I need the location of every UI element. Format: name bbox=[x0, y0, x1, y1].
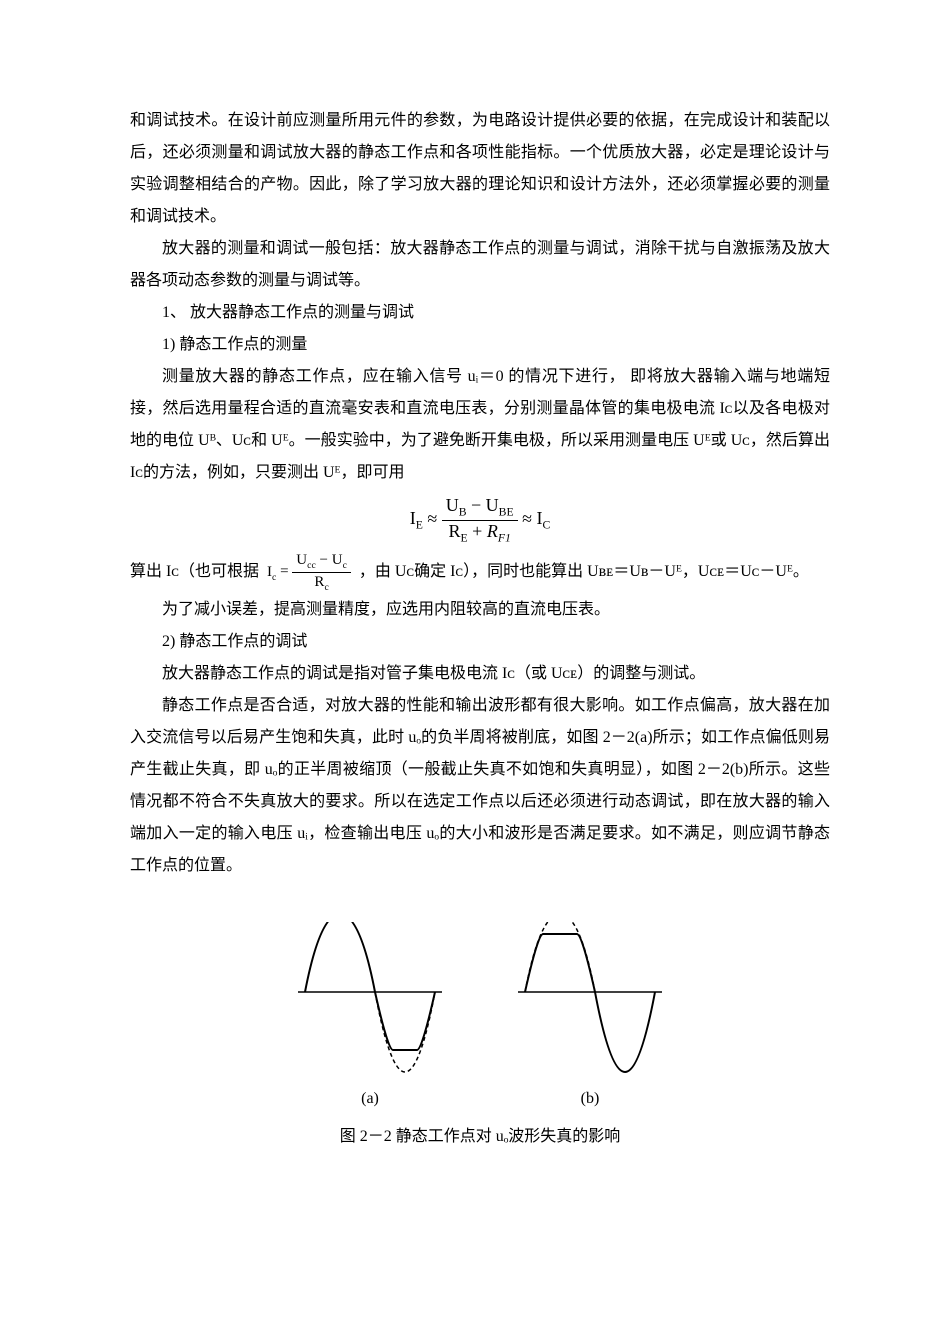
formula-1: IE ≈ UB − UBE RE + RF1 ≈ IC bbox=[130, 495, 830, 545]
p4-post: ，由 Uᴄ确定 Iᴄ），同时也能算出 Uʙᴇ＝Uʙ－Uᴱ，Uᴄᴇ＝Uᴄ－Uᴱ。 bbox=[359, 563, 809, 580]
figure-b-label: (b) bbox=[581, 1083, 600, 1115]
formula-2: Ic = Ucc − Uc Rc bbox=[263, 551, 355, 593]
p4-pre: 算出 Iᴄ（也可根据 bbox=[130, 563, 259, 580]
figure-caption: 图 2－2 静态工作点对 uₒ波形失真的影响 bbox=[130, 1121, 830, 1153]
figure-2-2: (a) (b) 图 2－2 静态工作点对 uₒ波形失真的影响 bbox=[130, 922, 830, 1153]
list-item-1: 1、 放大器静态工作点的测量与调试 bbox=[130, 297, 830, 329]
formula-approx: ≈ bbox=[427, 508, 437, 528]
waveform-a-svg bbox=[290, 922, 450, 1077]
formula-approx2: ≈ bbox=[522, 508, 536, 528]
figure-b: (b) bbox=[510, 922, 670, 1115]
waveform-b-svg bbox=[510, 922, 670, 1077]
list-item-3: 2) 静态工作点的调试 bbox=[130, 626, 830, 658]
figure-a: (a) bbox=[290, 922, 450, 1115]
list-item-2: 1) 静态工作点的测量 bbox=[130, 329, 830, 361]
formula-lhs: IE bbox=[410, 508, 423, 528]
paragraph-3: 测量放大器的静态工作点，应在输入信号 uᵢ＝0 的情况下进行， 即将放大器输入端… bbox=[130, 361, 830, 489]
paragraph-7: 静态工作点是否合适，对放大器的性能和输出波形都有很大影响。如工作点偏高，放大器在… bbox=[130, 690, 830, 882]
paragraph-5: 为了减小误差，提高测量精度，应选用内阻较高的直流电压表。 bbox=[130, 594, 830, 626]
paragraph-6: 放大器静态工作点的调试是指对管子集电极电流 Iᴄ（或 Uᴄᴇ）的调整与测试。 bbox=[130, 658, 830, 690]
paragraph-2: 放大器的测量和调试一般包括：放大器静态工作点的测量与调试，消除干扰与自激振荡及放… bbox=[130, 233, 830, 297]
page-container: 和调试技术。在设计前应测量所用元件的参数，为电路设计提供必要的依据，在完成设计和… bbox=[0, 0, 945, 1213]
formula-rhs: IC bbox=[537, 508, 551, 528]
paragraph-1: 和调试技术。在设计前应测量所用元件的参数，为电路设计提供必要的依据，在完成设计和… bbox=[130, 105, 830, 233]
figure-a-label: (a) bbox=[361, 1083, 379, 1115]
formula-fraction: UB − UBE RE + RF1 bbox=[442, 495, 518, 545]
figure-row: (a) (b) bbox=[130, 922, 830, 1115]
paragraph-4: 算出 Iᴄ（也可根据 Ic = Ucc − Uc Rc ，由 Uᴄ确定 Iᴄ），… bbox=[130, 551, 830, 593]
